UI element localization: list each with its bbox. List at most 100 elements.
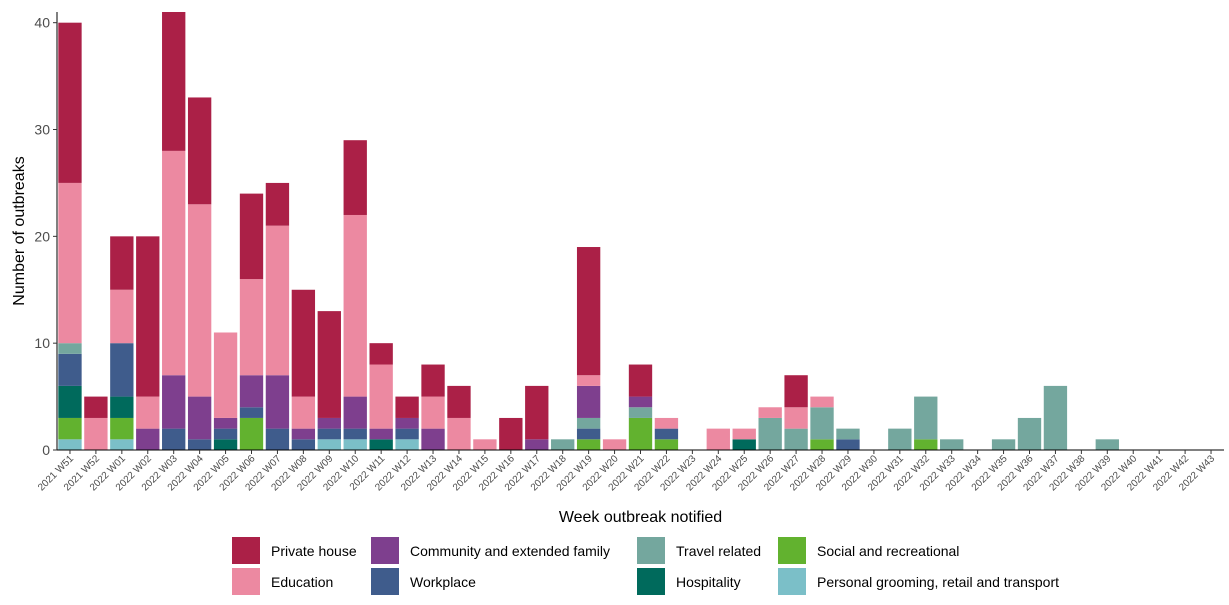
bar-segment — [499, 417, 523, 450]
bar-segment — [758, 417, 782, 450]
bar-segment — [395, 396, 419, 418]
bar-segment — [343, 396, 367, 429]
bar-segment — [784, 375, 808, 408]
bar-segment — [576, 247, 601, 376]
bar-segment — [473, 439, 497, 450]
legend: Private house Education Community and exte… — [232, 537, 1059, 595]
bar-segment — [576, 428, 601, 440]
bar-segment — [343, 214, 367, 397]
bar-segment — [110, 236, 134, 290]
bar-segment — [291, 428, 316, 440]
bar-segment — [317, 417, 341, 429]
bar-segment — [914, 396, 938, 440]
bar-segment — [654, 428, 679, 440]
bar-segment — [239, 279, 264, 376]
bar-segment — [784, 428, 808, 450]
bar-segment — [628, 364, 653, 397]
bar-segment — [58, 417, 82, 440]
bar-segment — [136, 236, 160, 397]
bar-segment — [369, 428, 393, 440]
bar-segment — [84, 417, 108, 450]
bar-segment — [914, 439, 938, 450]
bar-segment — [525, 385, 549, 440]
bar-segment — [1043, 385, 1068, 450]
bar-segment — [187, 439, 212, 450]
bar-segment — [576, 439, 601, 450]
bar-segment — [1095, 439, 1119, 450]
bar-segment — [369, 439, 393, 450]
bar-segment — [421, 428, 445, 450]
bar-segment — [395, 439, 419, 450]
bar-segment — [317, 428, 341, 440]
legend-swatch — [232, 568, 260, 595]
bar-segment — [110, 439, 134, 450]
bar-segment — [110, 396, 134, 418]
legend-label: Workplace — [410, 574, 476, 590]
legend-label: Social and recreational — [817, 543, 959, 559]
bar-segment — [317, 311, 341, 418]
bar-segment — [265, 375, 290, 429]
bar-segment — [654, 417, 679, 429]
bar-segment — [162, 428, 186, 450]
bar-segment — [836, 428, 860, 440]
bar-segment — [84, 396, 108, 418]
bar-segment — [576, 385, 601, 418]
legend-label: Education — [271, 574, 333, 590]
bar-segment — [187, 97, 212, 205]
bar-segment — [706, 428, 730, 450]
bar-segment — [213, 439, 238, 450]
legend-swatch — [232, 537, 260, 564]
bar-segment — [110, 343, 134, 397]
bar-segment — [58, 353, 82, 386]
bar-segment — [732, 428, 756, 440]
bar-segment — [784, 407, 808, 429]
legend-label: Private house — [271, 543, 357, 559]
y-tick-label: 40 — [34, 15, 50, 31]
bar-segment — [317, 439, 341, 450]
bar-segment — [265, 225, 290, 376]
legend-swatch — [778, 568, 806, 595]
bar-segment — [213, 417, 238, 429]
y-tick-label: 10 — [34, 335, 50, 351]
bar-segment — [187, 204, 212, 397]
bar-segment — [213, 332, 238, 418]
bar-segment — [136, 428, 160, 450]
bar-segment — [991, 439, 1016, 450]
bar-segment — [810, 407, 834, 440]
bar-segment — [395, 428, 419, 440]
bar-segment — [162, 375, 186, 429]
bar-segment — [162, 150, 186, 376]
y-tick-label: 30 — [34, 122, 50, 138]
bar-segment — [551, 439, 575, 450]
legend-swatch — [637, 568, 665, 595]
bar-segment — [758, 407, 782, 418]
legend-label: Personal grooming, retail and transport — [817, 574, 1059, 590]
y-tick-label: 0 — [42, 442, 50, 458]
bar-segment — [654, 439, 679, 450]
bar-segment — [291, 396, 316, 429]
bar-segment — [576, 375, 601, 386]
bar-segment — [940, 439, 964, 450]
bar-segment — [343, 439, 367, 450]
bar-segment — [421, 396, 445, 429]
bar-segment — [291, 289, 316, 397]
bar-segment — [58, 22, 82, 183]
bar-segment — [576, 417, 601, 429]
legend-swatch — [371, 568, 399, 595]
y-ticks: 0 10 20 30 40 — [34, 15, 57, 458]
bar-segment — [239, 375, 264, 408]
bar-segment — [369, 343, 393, 365]
bar-segment — [836, 439, 860, 450]
bar-segment — [888, 428, 912, 450]
bar-segment — [369, 364, 393, 429]
bar-segment — [732, 439, 756, 450]
y-axis-title: Number of outbreaks — [11, 156, 28, 305]
bar-segment — [58, 439, 82, 450]
bar-segment — [395, 417, 419, 429]
legend-label: Hospitality — [676, 574, 741, 590]
legend-label: Community and extended family — [410, 543, 610, 559]
bar-segment — [58, 182, 82, 344]
bar-segment — [239, 407, 264, 418]
bar-segment — [110, 289, 134, 344]
